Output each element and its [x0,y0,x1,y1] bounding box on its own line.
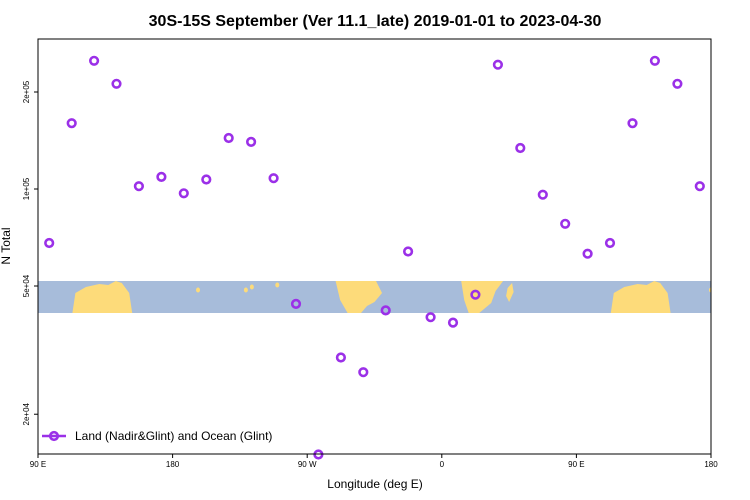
x-tick-label: 180 [166,460,180,469]
legend-marker [48,430,60,442]
data-point [335,352,347,363]
data-point [111,78,122,89]
data-point [492,59,504,70]
data-point [268,173,279,184]
land-island [243,287,248,293]
data-point [649,55,661,66]
x-axis-ticks: 90 E 180 90 W 0 90 E 180 [30,454,718,469]
data-point [223,132,234,144]
x-tick-label: 0 [440,460,445,469]
y-axis-ticks: 2e+04 5e+04 1e+05 2e+05 [22,80,38,425]
data-point [380,305,391,316]
x-tick-label: 90 E [568,460,584,469]
land-island [249,284,254,290]
data-point [447,317,459,328]
chart-title: 30S-15S September (Ver 11.1_late) 2019-0… [149,13,602,30]
y-tick-label: 2e+05 [22,80,31,103]
data-point [403,246,414,257]
y-tick-label: 2e+04 [22,402,31,425]
data-point [515,142,526,154]
y-tick-label: 1e+05 [22,177,31,200]
data-points [44,55,705,460]
data-point [290,298,302,310]
land-island [275,282,280,288]
land-south-america [335,281,382,313]
y-axis-label: N Total [0,227,13,264]
data-point [66,118,77,129]
land-island [196,287,201,293]
data-point [246,136,257,147]
data-point [44,237,55,249]
x-tick-label: 180 [704,460,718,469]
land-shapes [72,281,711,313]
x-tick-label: 90 W [298,460,317,469]
plot-frame [37,38,712,455]
x-axis-label: Longitude (deg E) [327,477,422,491]
data-point [178,188,189,199]
data-point [560,218,571,229]
data-point [694,181,705,192]
data-point [358,367,369,378]
data-point [201,174,212,185]
legend-label: Land (Nadir&Glint) and Ocean (Glint) [75,429,272,443]
land-madagascar [506,283,514,302]
x-tick-label: 90 E [30,460,46,469]
data-point [425,312,436,323]
data-point [88,55,100,66]
data-point [470,289,481,300]
data-point [156,171,167,182]
data-point [133,181,144,192]
land-australia-repeat [610,281,671,313]
data-point [537,189,548,200]
y-tick-label: 5e+04 [22,274,31,297]
legend: Land (Nadir&Glint) and Ocean (Glint) [42,429,272,443]
land-australia [72,281,133,313]
data-point [627,118,638,129]
map-band [38,281,711,313]
data-point [672,78,683,89]
data-point [604,237,616,249]
land-africa [461,281,504,313]
data-point [582,248,593,259]
